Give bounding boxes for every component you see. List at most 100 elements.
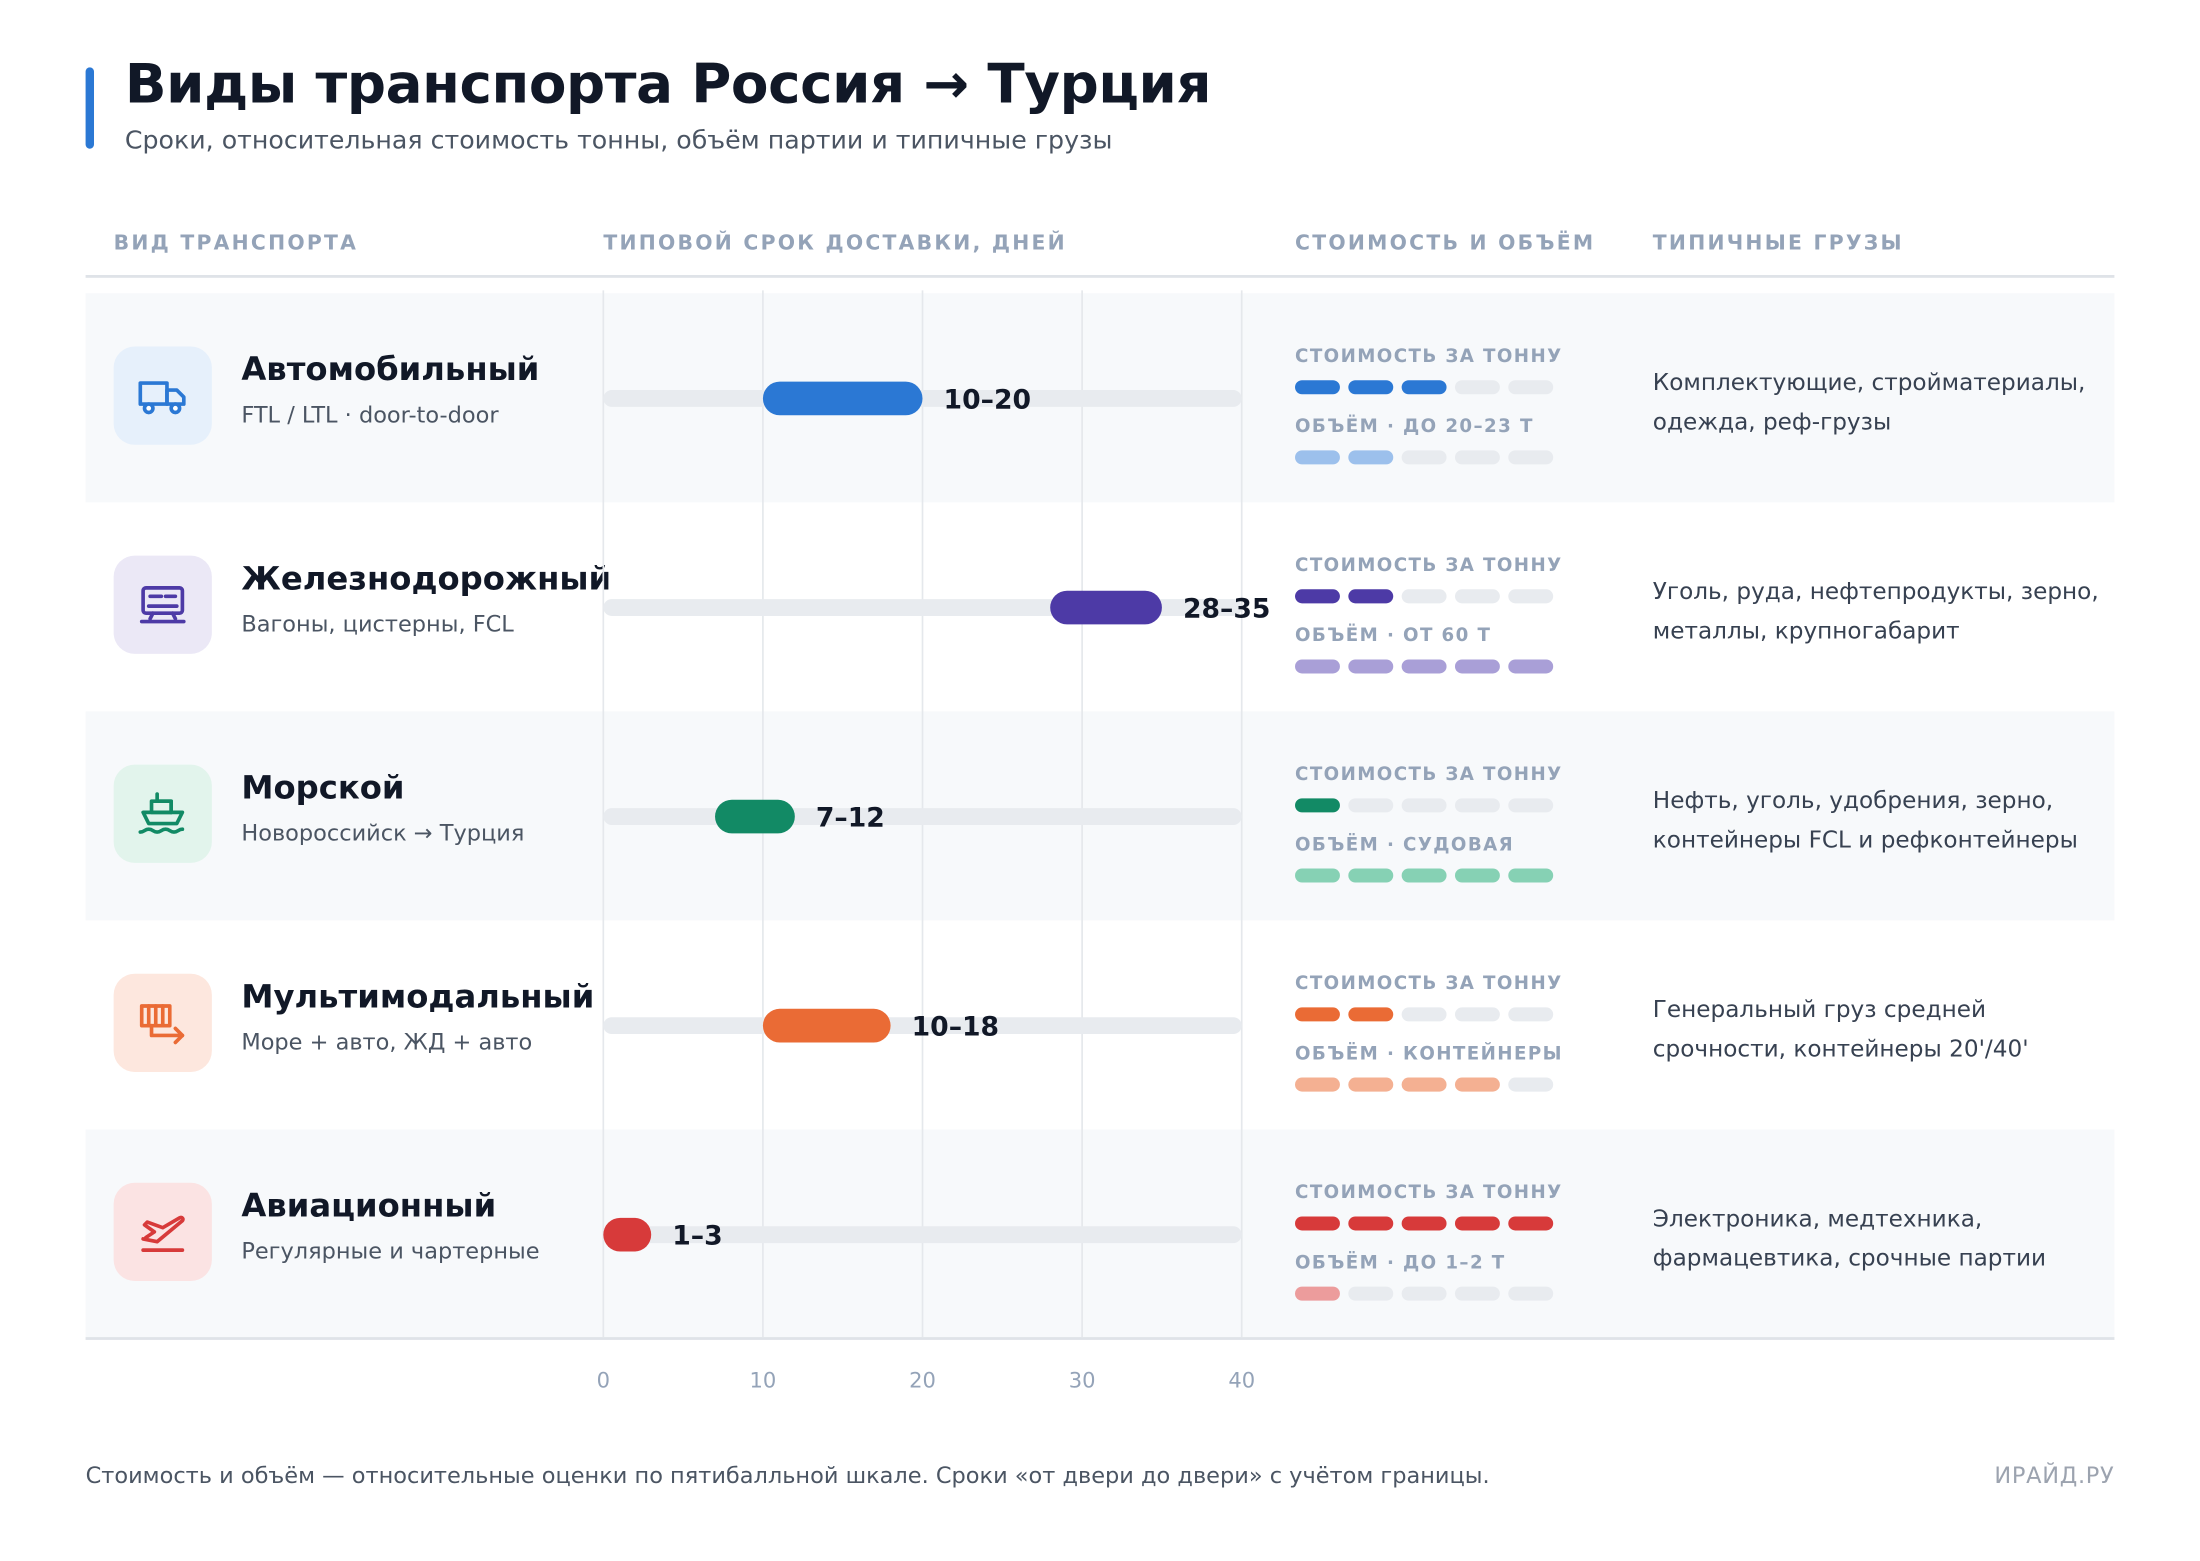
volume-pill	[1348, 659, 1394, 674]
x-tick-label: 30	[1069, 1368, 1096, 1393]
ship-icon	[138, 792, 185, 834]
bottom-divider	[85, 1337, 2115, 1340]
volume-label: ОБЪЁМ · СУДОВАЯ	[1295, 834, 1515, 856]
cost-pill	[1295, 589, 1340, 604]
cost-pill	[1454, 1216, 1500, 1231]
cargo-text: Генеральный груз средней срочности, конт…	[1652, 996, 2029, 1063]
chart-subtitle: Сроки, относительная стоимость тонны, об…	[124, 126, 1113, 156]
plane-icon	[141, 1215, 185, 1252]
volume-pill	[1295, 450, 1340, 465]
cost-label: СТОИМОСТЬ ЗА ТОННУ	[1295, 1182, 1563, 1204]
footnote: Стоимость и объём — относительные оценки…	[85, 1461, 1490, 1489]
volume-label: ОБЪЁМ · КОНТЕЙНЕРЫ	[1295, 1043, 1563, 1065]
train-icon	[139, 586, 186, 624]
cost-label: СТОИМОСТЬ ЗА ТОННУ	[1295, 346, 1563, 368]
transport-row: Железнодорожный Вагоны, цистерны, FCL СТ…	[86, 502, 2115, 711]
mode-subtitle: FTL / LTL · door-to-door	[241, 401, 499, 428]
volume-pill	[1348, 1077, 1394, 1092]
transport-row: Морской Новороссийск → Турция СТОИМОСТЬ …	[85, 711, 2115, 921]
header-time: ТИПОВОЙ СРОК ДОСТАВКИ, ДНЕЙ	[603, 232, 1067, 256]
volume-pill	[1401, 450, 1447, 465]
icon-tile	[113, 1182, 212, 1281]
volume-label: ОБЪЁМ · ОТ 60 Т	[1295, 625, 1492, 647]
volume-pill	[1401, 868, 1447, 883]
x-tick-label: 0	[597, 1368, 610, 1393]
cost-pill	[1295, 380, 1340, 395]
mode-subtitle: Море + авто, ЖД + авто	[241, 1028, 533, 1056]
volume-pill	[1508, 659, 1554, 674]
volume-pill	[1295, 1286, 1340, 1301]
volume-pill	[1348, 1286, 1394, 1301]
cost-pill	[1401, 380, 1447, 395]
volume-pill	[1295, 868, 1340, 883]
volume-pill	[1508, 1286, 1554, 1301]
volume-pill	[1348, 868, 1394, 883]
cost-pill	[1348, 798, 1394, 813]
transport-row: Мультимодальный Море + авто, ЖД + авто С…	[86, 920, 2115, 1129]
icon-tile	[113, 555, 212, 654]
cost-pill	[1401, 798, 1447, 813]
mode-name: Автомобильный	[241, 352, 540, 389]
volume-label: ОБЪЁМ · ДО 1–2 Т	[1295, 1252, 1506, 1274]
cost-pill	[1348, 1216, 1394, 1231]
cost-pill	[1508, 1216, 1554, 1231]
header-cargo: ТИПИЧНЫЕ ГРУЗЫ	[1652, 232, 1904, 256]
x-tick-label: 40	[1228, 1368, 1255, 1393]
volume-pill	[1508, 450, 1554, 465]
x-tick-label: 20	[909, 1368, 936, 1393]
volume-pill	[1454, 1077, 1500, 1092]
cost-pill	[1454, 589, 1500, 604]
volume-pill	[1401, 659, 1447, 674]
header-mode: ВИД ТРАНСПОРТА	[113, 232, 359, 256]
volume-pill	[1295, 1077, 1340, 1092]
header-divider	[85, 274, 2115, 278]
truck-icon	[138, 381, 186, 415]
cost-label: СТОИМОСТЬ ЗА ТОННУ	[1295, 555, 1563, 577]
cost-pill	[1508, 380, 1554, 395]
volume-pill	[1454, 868, 1500, 883]
cost-pill	[1348, 380, 1394, 395]
chart-title: Виды транспорта Россия → Турция	[124, 53, 1212, 117]
transport-row: Авиационный Регулярные и чартерные СТОИМ…	[85, 1129, 2115, 1339]
brand-label: ИРАЙД.РУ	[1994, 1461, 2115, 1489]
cost-pill	[1295, 1216, 1340, 1231]
cost-pill	[1454, 798, 1500, 813]
cargo-text: Комплектующие, стройматериалы, одежда, р…	[1652, 369, 2086, 435]
cost-pill	[1348, 589, 1394, 604]
cost-pill	[1508, 1007, 1554, 1022]
cost-label: СТОИМОСТЬ ЗА ТОННУ	[1295, 973, 1563, 995]
cost-pill	[1401, 1007, 1447, 1022]
cargo-text: Электроника, медтехника, фармацевтика, с…	[1652, 1205, 2047, 1272]
cost-pill	[1401, 1216, 1447, 1231]
volume-pill	[1348, 450, 1394, 465]
mode-subtitle: Регулярные и чартерные	[241, 1237, 540, 1265]
cost-label: СТОИМОСТЬ ЗА ТОННУ	[1295, 764, 1563, 786]
transport-row: Автомобильный FTL / LTL · door-to-door С…	[85, 293, 2115, 503]
mode-name: Железнодорожный	[241, 561, 612, 598]
mode-name: Авиационный	[241, 1188, 497, 1225]
mode-name: Мультимодальный	[241, 979, 595, 1016]
volume-pill	[1401, 1077, 1447, 1092]
header-cost: СТОИМОСТЬ И ОБЪЁМ	[1295, 232, 1596, 256]
icon-tile	[113, 346, 212, 445]
mode-subtitle: Новороссийск → Турция	[241, 819, 525, 847]
cost-pill	[1295, 1007, 1340, 1022]
volume-pill	[1454, 450, 1500, 465]
cargo-text: Нефть, уголь, удобрения, зерно, контейне…	[1652, 787, 2078, 854]
volume-pill	[1508, 1077, 1554, 1092]
cost-pill	[1401, 589, 1447, 604]
title-accent-bar	[85, 67, 95, 149]
mode-subtitle: Вагоны, цистерны, FCL	[241, 610, 514, 637]
cost-pill	[1454, 380, 1500, 395]
volume-pill	[1401, 1286, 1447, 1301]
icon-tile	[113, 764, 212, 863]
cost-pill	[1508, 589, 1554, 604]
cost-pill	[1508, 798, 1554, 813]
volume-pill	[1454, 659, 1500, 674]
container-arrow-icon	[139, 1004, 185, 1045]
volume-pill	[1508, 868, 1554, 883]
cost-pill	[1348, 1007, 1394, 1022]
x-tick-label: 10	[750, 1368, 777, 1393]
icon-tile	[113, 973, 212, 1072]
